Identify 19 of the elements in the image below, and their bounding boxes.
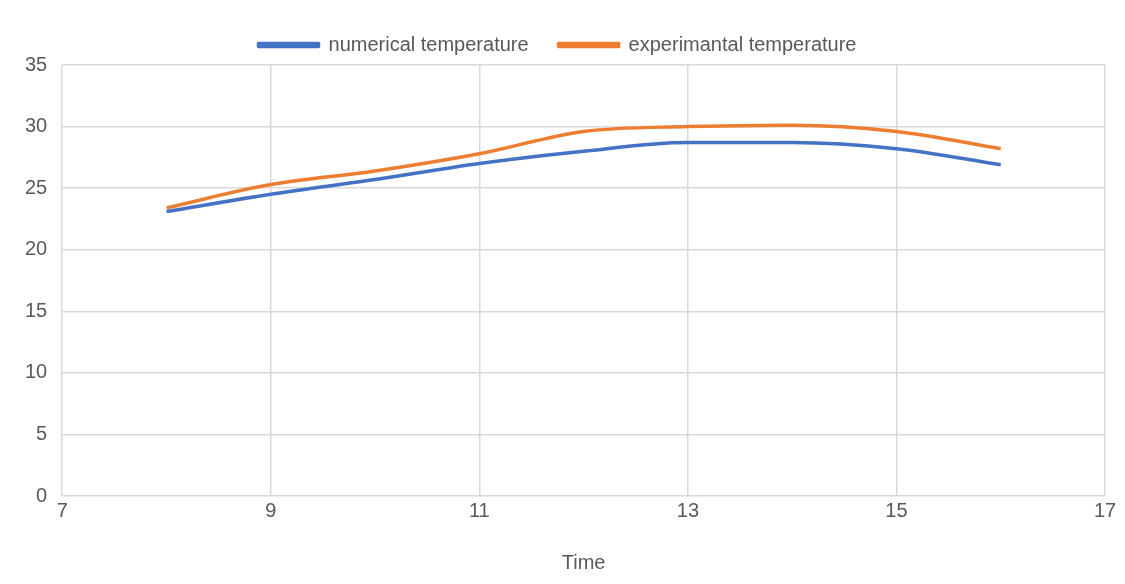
- x-tick-label: 17: [1093, 498, 1117, 521]
- x-tick-label: 9: [265, 498, 277, 521]
- y-tick-label: 20: [25, 237, 48, 260]
- y-tick-label: 10: [25, 360, 48, 383]
- x-tick-label: 7: [56, 498, 68, 521]
- line-series: [164, 140, 1003, 214]
- x-tick-label: 11: [468, 498, 490, 521]
- y-tick-label: 15: [25, 298, 48, 321]
- y-tick-label: 30: [25, 114, 48, 137]
- y-tick-label: 5: [36, 421, 48, 444]
- y-tick-label: 25: [25, 175, 48, 198]
- x-tick-label: 15: [885, 498, 908, 521]
- y-tick-label: 0: [36, 483, 48, 506]
- legend-label: experimantal temperature: [628, 32, 857, 55]
- line-series: [164, 123, 1003, 210]
- x-tick-label: 13: [676, 498, 700, 521]
- legend-label: numerical temperature: [328, 32, 529, 55]
- x-axis-title: Time: [561, 550, 606, 573]
- y-tick-label: 35: [25, 52, 48, 75]
